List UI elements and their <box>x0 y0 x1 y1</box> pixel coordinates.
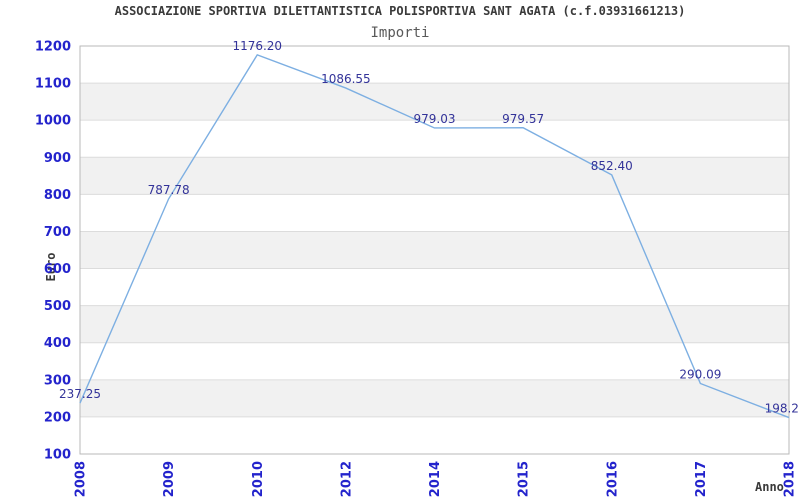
grid-band <box>80 305 789 343</box>
y-tick-label: 700 <box>44 225 71 240</box>
y-tick-label: 800 <box>44 188 71 203</box>
y-tick-label: 1200 <box>35 40 71 55</box>
y-tick-label: 300 <box>44 373 71 388</box>
data-label: 290.09 <box>679 367 721 381</box>
x-axis-title: Anno <box>755 480 784 494</box>
y-tick-label: 1100 <box>35 77 71 92</box>
x-tick-label: 2014 <box>428 461 443 497</box>
x-tick-label: 2017 <box>694 461 709 497</box>
x-tick-label: 2009 <box>162 461 177 497</box>
grid-band <box>80 231 789 269</box>
data-label: 237.25 <box>59 387 101 401</box>
y-tick-label: 400 <box>44 336 71 351</box>
data-label: 1176.20 <box>232 39 282 53</box>
y-tick-label: 200 <box>44 410 71 425</box>
grid-band <box>80 379 789 417</box>
data-label: 1086.55 <box>321 72 371 86</box>
y-tick-label: 100 <box>44 448 71 463</box>
x-tick-label: 2010 <box>251 461 266 497</box>
series-line <box>79 53 790 419</box>
y-tick-label: 900 <box>44 151 71 166</box>
y-tick-label: 1000 <box>35 114 71 129</box>
data-label: 787.78 <box>148 183 190 197</box>
x-tick-label: 2015 <box>517 461 532 497</box>
data-label: 852.40 <box>591 159 633 173</box>
data-label: 198.2 <box>765 402 799 416</box>
data-label: 979.57 <box>502 112 544 126</box>
data-label: 979.03 <box>414 112 456 126</box>
grid-band <box>80 157 789 195</box>
x-tick-label: 2008 <box>74 461 89 497</box>
y-tick-label: 600 <box>44 262 71 277</box>
x-tick-label: 2012 <box>339 461 354 497</box>
chart-subtitle: Importi <box>370 25 430 41</box>
grid-band <box>80 83 789 121</box>
x-tick-label: 2016 <box>605 461 620 497</box>
chart-title: ASSOCIAZIONE SPORTIVA DILETTANTISTICA PO… <box>114 4 686 18</box>
y-tick-label: 500 <box>44 299 71 314</box>
plot-border <box>79 45 790 455</box>
x-tick-label: 2018 <box>783 461 798 497</box>
